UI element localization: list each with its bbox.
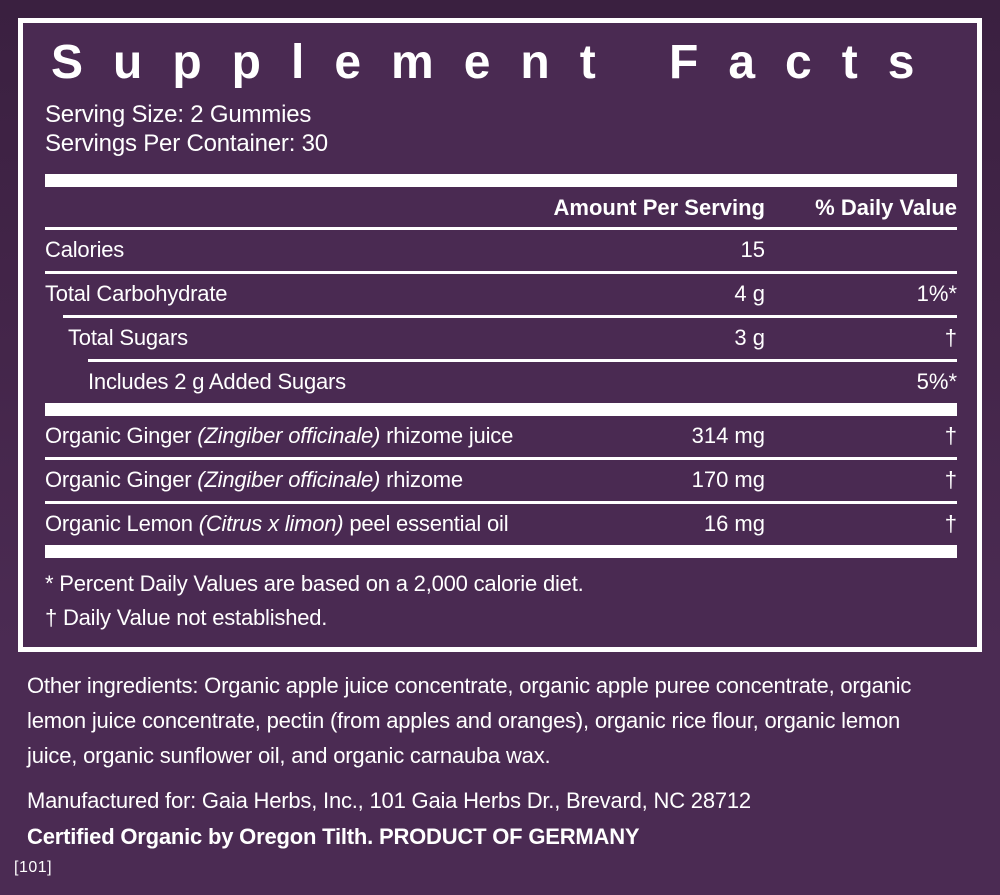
panel-title: Supplement Facts	[51, 36, 945, 89]
latin-name: (Zingiber officinale)	[197, 423, 381, 448]
daily-value-column-header: % Daily Value	[815, 195, 957, 220]
amount-value: 314 mg	[691, 423, 765, 448]
latin-name: (Citrus x limon)	[198, 511, 344, 536]
daily-value: 5%*	[916, 369, 957, 394]
daily-value: †	[944, 423, 957, 448]
nutrient-table: Calories 15 Total Carbohydrate 4 g 1%* Total …	[45, 227, 957, 545]
table-row: Organic Lemon (Citrus x limon) peel esse…	[45, 501, 957, 545]
amount-column-header: Amount Per Serving	[553, 195, 765, 220]
nutrient-name: Organic Lemon (Citrus x limon) peel esse…	[45, 511, 509, 536]
nutrient-name: Calories	[45, 237, 125, 262]
separator-bar	[45, 174, 957, 187]
table-row: Organic Ginger (Zingiber officinale) rhi…	[45, 416, 957, 457]
daily-value: †	[944, 467, 957, 492]
serving-size: Serving Size: 2 Gummies	[45, 101, 312, 128]
table-row: Total Sugars 3 g †	[63, 315, 957, 359]
serving-info: Serving Size: 2 Gummies Servings Per Con…	[45, 100, 957, 158]
supplement-facts-panel: Supplement Facts Serving Size: 2 Gummies…	[18, 18, 982, 652]
daily-value: †	[944, 325, 957, 350]
separator-bar	[45, 545, 957, 558]
amount-value: 16 mg	[703, 511, 765, 536]
amount-value: 4 g	[734, 281, 765, 306]
nutrient-name: Organic Ginger (Zingiber officinale) rhi…	[45, 467, 463, 492]
other-ingredients: Other ingredients: Organic apple juice c…	[27, 673, 912, 768]
daily-value: †	[944, 511, 957, 536]
daily-value: 1%*	[916, 281, 957, 306]
amount-value: 170 mg	[691, 467, 765, 492]
latin-name: (Zingiber officinale)	[197, 467, 381, 492]
separator-bar	[45, 403, 957, 416]
manufactured-for: Manufactured for: Gaia Herbs, Inc., 101 …	[27, 788, 751, 813]
amount-value: 3 g	[734, 325, 765, 350]
table-row: Organic Ginger (Zingiber officinale) rhi…	[45, 457, 957, 501]
footnote-daggers: † Daily Value not established.	[45, 605, 328, 630]
nutrient-name: Total Sugars	[68, 325, 188, 350]
table-row: Includes 2 g Added Sugars 5%*	[88, 359, 957, 403]
footnotes: * Percent Daily Values are based on a 2,…	[45, 558, 957, 635]
table-header: Amount Per Serving % Daily Value	[45, 187, 957, 227]
label-page: Supplement Facts Serving Size: 2 Gummies…	[0, 18, 1000, 895]
table-row: Calories 15	[45, 227, 957, 271]
amount-value: 15	[740, 237, 765, 262]
label-code: [101]	[14, 859, 53, 876]
nutrient-name: Includes 2 g Added Sugars	[88, 369, 346, 394]
servings-per-container: Servings Per Container: 30	[45, 130, 328, 157]
table-row: Total Carbohydrate 4 g 1%*	[45, 271, 957, 315]
nutrient-name: Organic Ginger (Zingiber officinale) rhi…	[45, 423, 514, 448]
footnote-daily-values: * Percent Daily Values are based on a 2,…	[45, 571, 584, 596]
nutrient-name: Total Carbohydrate	[45, 281, 228, 306]
certification: Certified Organic by Oregon Tilth. PRODU…	[27, 824, 640, 849]
